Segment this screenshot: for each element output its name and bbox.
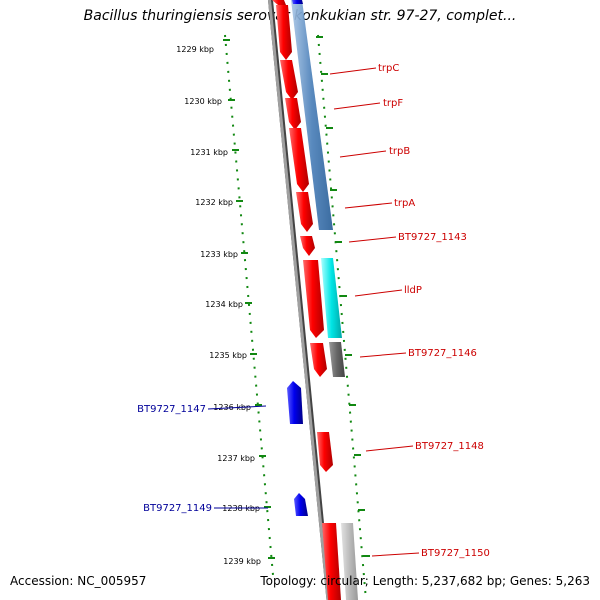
tick-label-1232: 1232 kbp — [195, 198, 233, 207]
gene-arrow-BT9727_1148 — [317, 432, 333, 472]
gene-arrow-trpF — [285, 98, 301, 130]
gene-label-BT9727_1146: BT9727_1146 — [408, 348, 477, 359]
gene-label-trpB: trpB — [389, 146, 410, 157]
gray-gene-block — [329, 342, 345, 377]
gene-label-trpC: trpC — [378, 63, 399, 74]
lightgray-gene-block — [341, 523, 358, 600]
gene-arrow-BT9727_1150 — [322, 523, 341, 600]
gene-arrow-top2 — [276, 5, 292, 60]
gene-arrow-trpB — [289, 128, 309, 192]
gene-label-BT9727_1149: BT9727_1149 — [143, 503, 212, 514]
gene-arrow-BT9727_1143 — [300, 236, 315, 256]
gene-arrow-BT9727_1147 — [287, 381, 303, 424]
left-leader-lines — [207, 405, 268, 509]
lldp-block — [321, 258, 342, 338]
accession-label: Accession: NC_005957 — [10, 574, 147, 588]
gene-label-trpF: trpF — [383, 98, 403, 109]
gene-arrow-top-blue — [292, 0, 303, 4]
right-dotted-guide — [317, 34, 367, 600]
gene-arrow-top — [272, 0, 286, 5]
gene-label-BT9727_1148: BT9727_1148 — [415, 441, 484, 452]
gene-label-trpA: trpA — [394, 198, 415, 209]
gene-arrow-lldP — [303, 260, 324, 338]
gene-label-BT9727_1150: BT9727_1150 — [421, 548, 490, 559]
gene-arrow-trpC — [280, 60, 298, 100]
tick-marks — [223, 36, 370, 559]
gene-label-BT9727_1143: BT9727_1143 — [398, 232, 467, 243]
backbone — [267, 0, 330, 600]
gene-label-lldP: lldP — [404, 285, 422, 296]
trp-operon-block — [291, 0, 333, 230]
gene-arrow-BT9727_1149 — [294, 493, 308, 516]
tick-label-1239: 1239 kbp — [223, 557, 261, 566]
right-leader-lines — [329, 67, 420, 557]
tick-label-1237: 1237 kbp — [217, 454, 255, 463]
tick-label-1229: 1229 kbp — [176, 45, 214, 54]
tick-label-1231: 1231 kbp — [190, 148, 228, 157]
gene-arrow-BT9727_1146 — [310, 343, 327, 377]
tick-label-1230: 1230 kbp — [184, 97, 222, 106]
genome-stats: Topology: circular; Length: 5,237,682 bp… — [260, 574, 590, 588]
tick-label-1233: 1233 kbp — [200, 250, 238, 259]
left-dotted-guide — [224, 34, 274, 576]
gene-arrow-trpA — [296, 192, 313, 232]
tick-label-1235: 1235 kbp — [209, 351, 247, 360]
tick-label-1234: 1234 kbp — [205, 300, 243, 309]
gene-label-BT9727_1147: BT9727_1147 — [137, 404, 206, 415]
